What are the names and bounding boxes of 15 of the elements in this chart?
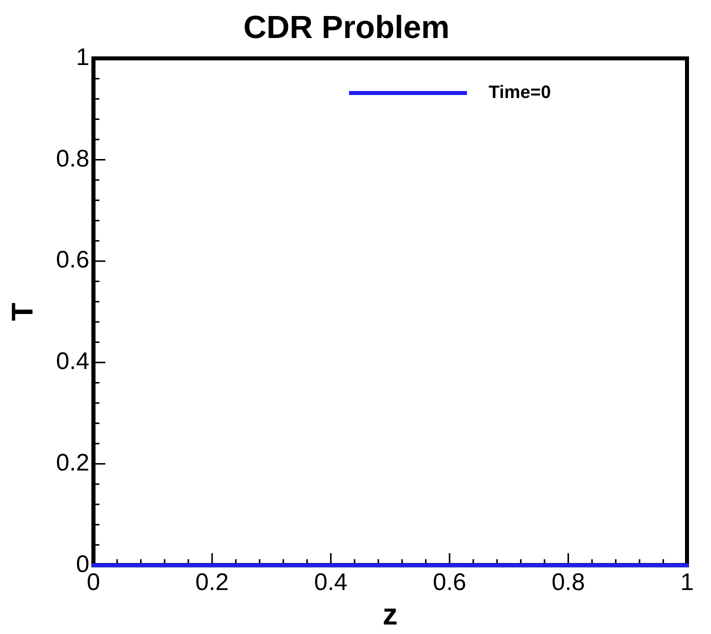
- y-tick-label: 1: [76, 44, 90, 72]
- y-tick-label: 0.6: [56, 246, 90, 274]
- y-tick-label: 0: [76, 550, 90, 578]
- x-axis-title: z: [382, 598, 398, 632]
- y-axis-title: T: [6, 302, 40, 321]
- x-tick-label: 1: [680, 569, 694, 596]
- y-tick-label: 0.2: [56, 449, 90, 476]
- text: Time=0: [488, 82, 551, 104]
- x-tick-label: 0.4: [314, 569, 348, 596]
- x-tick-label: 0.2: [195, 569, 229, 596]
- y-tick-label: 0.4: [56, 348, 90, 376]
- x-tick-label: 0.8: [552, 569, 585, 596]
- x-tick-label: 0.6: [432, 569, 466, 596]
- y-tick-label: 0.8: [56, 145, 90, 172]
- chart-title: CDR Problem: [243, 9, 450, 46]
